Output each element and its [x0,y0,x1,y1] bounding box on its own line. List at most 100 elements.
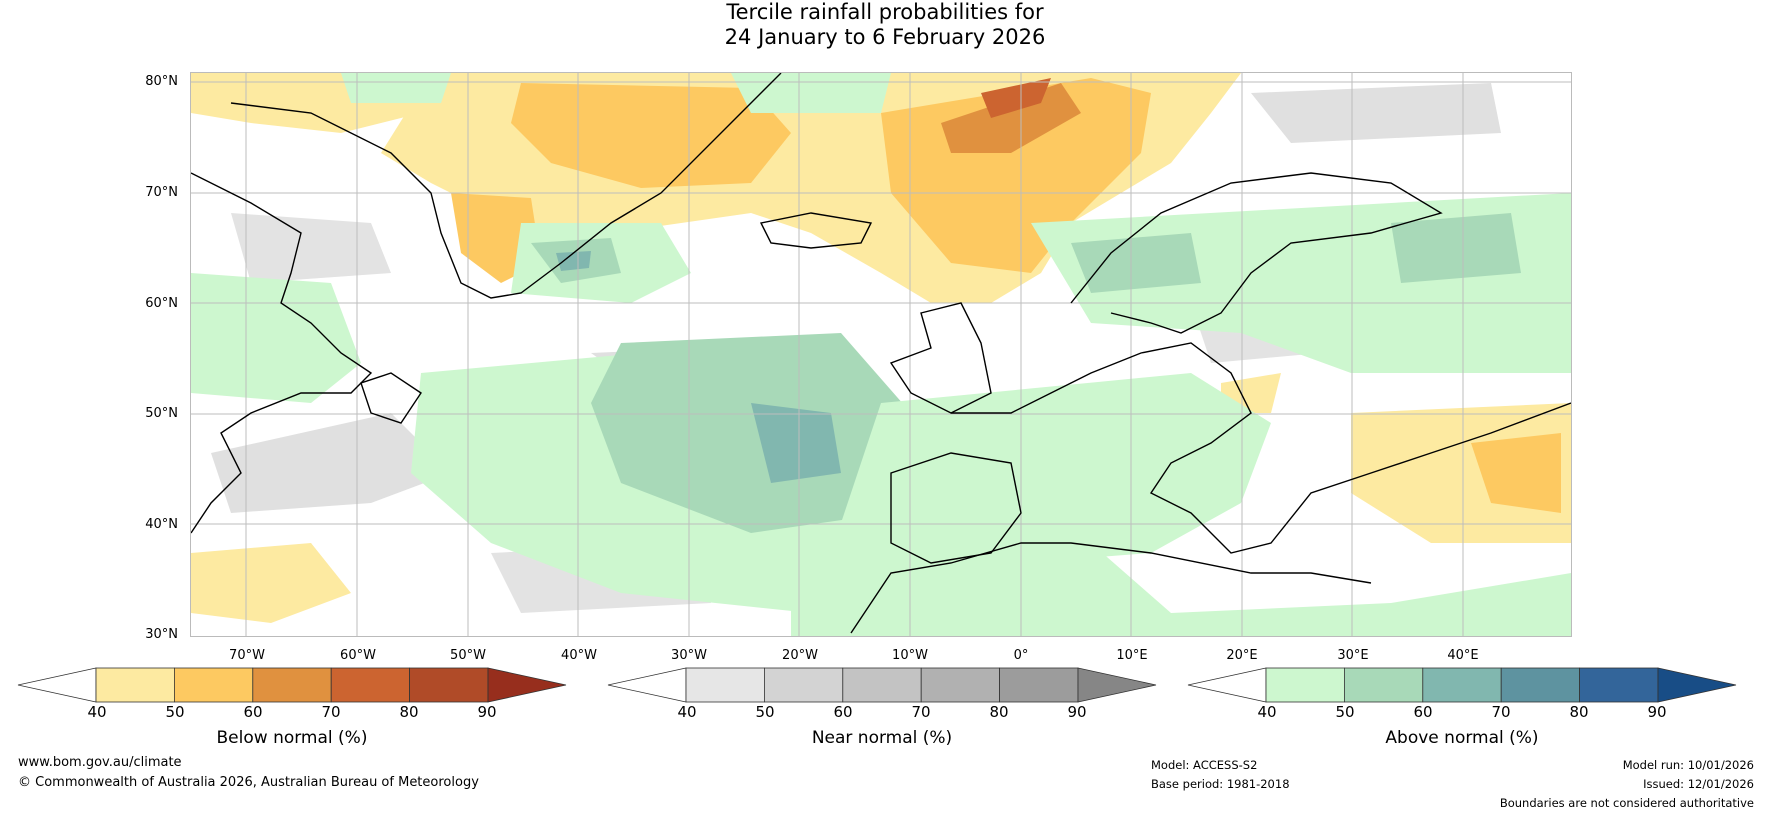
above-normal-region [1491,283,1571,373]
colorbar-tick: 60 [243,703,263,721]
above-normal-region [1071,233,1201,293]
colorbar-segment [842,667,922,703]
above-normal-region [341,73,451,103]
colorbar-tick: 70 [911,703,931,721]
newfoundland-coastline [360,372,422,424]
near-normal-region [1251,83,1501,143]
lon-label-40e: 40°E [1447,648,1479,663]
map-gridlines [191,73,1571,636]
colorbar-tick: 40 [677,703,697,721]
colorbar-tick: 80 [399,703,419,721]
colorbar-upper-extension [1077,667,1157,703]
europe-coastline [951,342,1571,554]
lon-label-20w: 20°W [782,648,818,663]
above-normal-region [556,251,591,271]
below-normal-title: Below normal (%) [216,728,368,748]
lon-label-60w: 60°W [340,648,376,663]
above-normal-region [841,373,1271,573]
lon-label-20e: 20°E [1226,648,1258,663]
colorbar-upper-extension [487,667,567,703]
africa-coastline [850,542,1372,634]
colorbar-segment [685,667,765,703]
colorbar-segment [1343,667,1424,703]
lat-label-40n: 40°N [145,517,178,532]
colorbar-tick: 40 [1257,703,1277,721]
website-link[interactable]: www.bom.gov.au/climate [18,755,182,770]
above-normal-region [731,73,891,113]
colorbar-segment [252,667,332,703]
iberia-coastline [890,452,1022,564]
lat-label-30n: 30°N [145,627,178,642]
colorbar-segment [1579,667,1659,703]
title-line-2: 24 January to 6 February 2026 [724,25,1046,49]
colorbar-segment [920,667,1001,703]
below-normal-colorbar-graphic [17,667,567,703]
lon-label-40w: 40°W [561,648,597,663]
colorbar-tick: 60 [1413,703,1433,721]
coastlines [191,73,1571,634]
colorbar-tick: 90 [477,703,497,721]
base-period: Base period: 1981-2018 [1151,777,1290,791]
colorbar-segment [1422,667,1502,703]
colorbar-segment [1500,667,1581,703]
below-normal-region [981,78,1051,118]
colorbar-segment [763,667,844,703]
colorbar-upper-extension [1657,667,1737,703]
model-name: Model: ACCESS-S2 [1151,758,1258,772]
iceland-coastline [759,212,873,249]
lon-label-10w: 10°W [892,648,928,663]
greenland-coastline [230,73,782,299]
near-normal-title: Near normal (%) [811,728,953,748]
near-normal-colorbar [607,667,1157,704]
colorbar-tick: 90 [1067,703,1087,721]
colorbar-segment [1265,667,1345,703]
colorbar-tick: 60 [833,703,853,721]
above-normal-region [591,333,911,533]
copyright-text: © Commonwealth of Australia 2026, Austra… [18,775,479,790]
colorbar-tick: 80 [1569,703,1589,721]
labrador-coastline [191,172,373,534]
below-normal-colorbar [17,667,567,704]
near-normal-region [231,213,391,283]
above-normal-shading [191,73,1571,636]
above-normal-region [751,403,841,483]
above-normal-title: Above normal (%) [1385,728,1539,748]
below-normal-region [1471,433,1561,513]
colorbar-tick: 50 [755,703,775,721]
lat-label-60n: 60°N [145,296,178,311]
map-title: Tercile rainfall probabilities for 24 Ja… [0,0,1770,50]
colorbar-tick: 80 [989,703,1009,721]
scandinavia-coastline [1070,172,1443,334]
near-normal-region [211,413,451,513]
colorbar-tick: 70 [1491,703,1511,721]
boundary-disclaimer: Boundaries are not considered authoritat… [1499,796,1754,810]
colorbar-tick: 70 [321,703,341,721]
rainfall-probability-map [190,72,1572,637]
colorbar-segment [173,667,254,703]
colorbar-segment [95,667,175,703]
colorbar-lower-extension [1187,667,1267,703]
below-normal-region [191,543,351,623]
above-normal-region [791,543,1571,636]
lat-label-70n: 70°N [145,185,178,200]
lon-label-50w: 50°W [450,648,486,663]
lon-label-70w: 70°W [229,648,265,663]
map-canvas [191,73,1571,636]
title-line-1: Tercile rainfall probabilities for [726,0,1044,24]
below-normal-shading [191,73,1571,623]
lat-label-50n: 50°N [145,406,178,421]
below-normal-region [941,83,1081,153]
colorbar-tick: 40 [87,703,107,721]
lon-label-30e: 30°E [1337,648,1369,663]
near-normal-colorbar-graphic [607,667,1157,703]
model-run-date: Model run: 10/01/2026 [1622,758,1754,772]
lon-label-10e: 10°E [1116,648,1148,663]
issued-date: Issued: 12/01/2026 [1643,777,1754,791]
colorbar-lower-extension [607,667,687,703]
colorbar-segment [999,667,1079,703]
colorbar-tick: 90 [1647,703,1667,721]
lat-label-80n: 80°N [145,74,178,89]
colorbar-segment [409,667,489,703]
lon-label-30w: 30°W [671,648,707,663]
colorbar-segment [330,667,411,703]
